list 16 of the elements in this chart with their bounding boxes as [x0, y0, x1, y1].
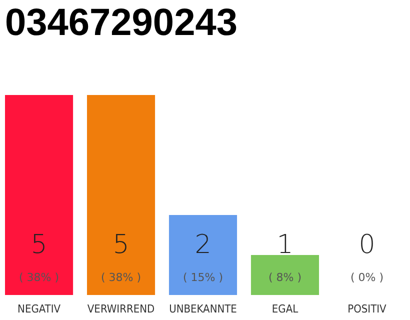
- data-label: 0: [358, 230, 376, 260]
- data-label: 1: [276, 230, 294, 260]
- data-label: 5: [112, 230, 130, 260]
- annotation: ( 0% ): [350, 271, 384, 284]
- annotation: ( 8% ): [268, 271, 302, 284]
- x-tick-label: NEGATIV: [18, 302, 61, 316]
- x-tick-label: EGAL: [272, 302, 299, 316]
- data-label: 5: [30, 230, 48, 260]
- x-tick-label: UNBEKANNTE: [169, 302, 237, 316]
- annotation: ( 15% ): [182, 271, 224, 284]
- annotation: ( 38% ): [19, 271, 60, 284]
- x-tick-label: POSITIV: [348, 302, 387, 316]
- data-label: 2: [194, 230, 212, 260]
- x-tick-label: VERWIRREND: [87, 302, 155, 316]
- chart-title: 03467290243: [5, 2, 238, 44]
- annotation: ( 38% ): [100, 271, 142, 284]
